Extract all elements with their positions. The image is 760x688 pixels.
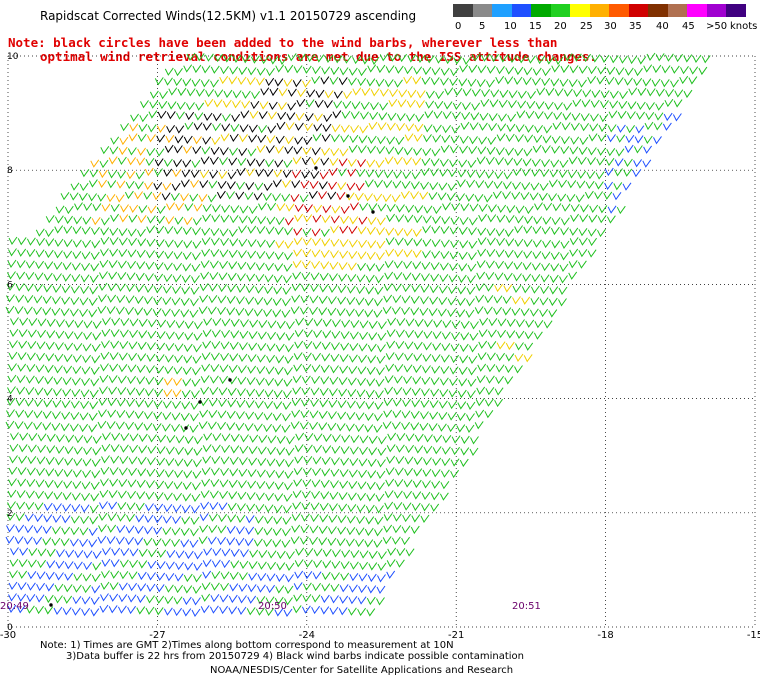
- time-label: 20:49: [0, 601, 29, 612]
- contamination-dot: [314, 166, 318, 170]
- y-tick-label: 0: [7, 623, 13, 633]
- contamination-dot: [346, 194, 350, 198]
- x-tick-label: -30: [0, 630, 16, 641]
- x-tick-label: -24: [299, 630, 315, 641]
- time-label: 20:50: [258, 601, 287, 612]
- colorbar-swatch: [570, 4, 590, 17]
- colorbar-swatch: [648, 4, 668, 17]
- colorbar-label: 10: [504, 21, 517, 32]
- colorbar-label: 0: [455, 21, 462, 32]
- footnote-line1: Note: 1) Times are GMT 2)Times along bot…: [40, 640, 454, 651]
- x-tick-label: -27: [149, 630, 165, 641]
- colorbar-label: >50: [706, 21, 728, 32]
- x-tick-label: -15: [747, 630, 760, 641]
- wind-barb-group: [90, 123, 208, 398]
- colorbar-label: 40: [656, 21, 669, 32]
- contamination-dot: [198, 400, 202, 404]
- colorbar-label: 15: [529, 21, 542, 32]
- colorbar-swatch: [706, 4, 727, 17]
- colorbar-label: 35: [629, 21, 642, 32]
- colorbar-swatch: [511, 4, 532, 17]
- colorbar-label: 5: [479, 21, 486, 32]
- x-tick-label: -21: [448, 630, 464, 641]
- colorbar-swatch: [609, 4, 629, 17]
- colorbar-swatch: [453, 4, 473, 17]
- y-tick-label: 6: [7, 280, 13, 290]
- contamination-dot: [228, 378, 232, 382]
- colorbar-swatch: [472, 4, 493, 17]
- y-tick-label: 8: [7, 166, 13, 176]
- colorbar-label: 45: [682, 21, 695, 32]
- colorbar-swatch: [550, 4, 571, 17]
- y-tick-label: 2: [7, 509, 13, 519]
- y-tick-label: 10: [7, 52, 19, 62]
- warning-note-line2: optimal wind retrieval conditions are me…: [40, 49, 597, 64]
- footnote-line2: 3)Data buffer is 22 hrs from 20150729 4)…: [66, 651, 524, 662]
- wind-barbs: [5, 52, 711, 617]
- wind-barb-group: [284, 158, 368, 237]
- colorbar-label: 25: [580, 21, 593, 32]
- colorbar-swatch: [726, 4, 746, 17]
- colorbar-swatch: [531, 4, 551, 17]
- colorbar-unit: knots: [730, 21, 758, 32]
- colorbar-label: 30: [604, 21, 617, 32]
- colorbar-swatch: [628, 4, 649, 17]
- map-title: Rapidscat Corrected Winds(12.5KM) v1.1 2…: [40, 9, 417, 23]
- y-tick-label: 4: [7, 395, 13, 405]
- contamination-dot: [184, 426, 188, 430]
- credit-line: NOAA/NESDIS/Center for Satellite Applica…: [210, 665, 514, 676]
- colorbar-swatch: [667, 4, 688, 17]
- colorbar-swatch: [687, 4, 707, 17]
- x-tick-label: -18: [597, 630, 613, 641]
- warning-note-line1: Note: black circles have been added to t…: [8, 35, 558, 50]
- contamination-dot: [371, 210, 375, 214]
- wind-barb-group: [200, 75, 533, 363]
- wind-barb-group: [153, 76, 348, 201]
- time-label: 20:51: [512, 601, 541, 612]
- colorbar-label: 20: [554, 21, 567, 32]
- wind-barb-group: [5, 112, 682, 617]
- colorbar-swatch: [492, 4, 512, 17]
- wind-barb-group: [5, 52, 711, 617]
- contamination-dot: [49, 603, 53, 607]
- colorbar-swatch: [589, 4, 610, 17]
